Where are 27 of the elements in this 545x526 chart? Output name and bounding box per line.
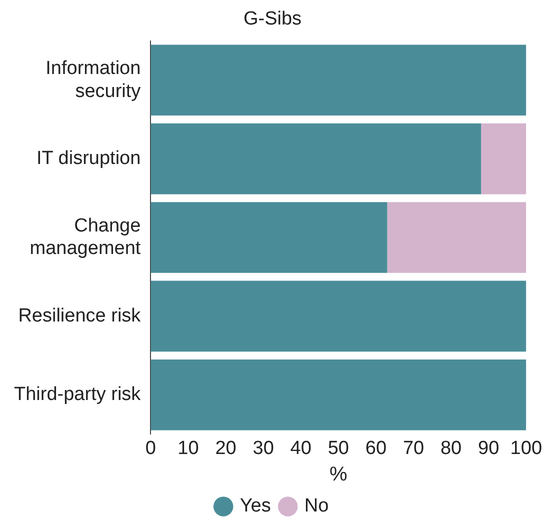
x-tick-label: 60 xyxy=(365,438,387,459)
x-axis-title: % xyxy=(330,464,348,486)
chart-title: G-Sibs xyxy=(243,8,302,30)
x-tick-label: 80 xyxy=(440,438,462,459)
y-tick-label: Third-party risk xyxy=(14,384,142,406)
bar xyxy=(481,123,526,194)
bar xyxy=(150,44,526,116)
legend-label: No xyxy=(304,496,329,517)
bar xyxy=(150,123,482,194)
y-tick-label: IT disruption xyxy=(36,148,141,170)
x-tick-label: 70 xyxy=(402,438,424,459)
bar xyxy=(150,280,526,352)
x-tick-label: 90 xyxy=(478,438,500,459)
x-tick-label: 40 xyxy=(290,438,312,459)
bar xyxy=(150,202,388,273)
y-tick-label: Resilience risk xyxy=(18,305,142,326)
bar xyxy=(150,359,526,430)
x-tick-label: 50 xyxy=(328,438,349,459)
legend-label: Yes xyxy=(240,496,271,517)
x-tick-label: 0 xyxy=(145,438,156,459)
y-tick-label: Information security xyxy=(46,58,142,102)
x-tick-label: 20 xyxy=(215,438,236,459)
bar xyxy=(387,202,526,273)
y-tick-label: Change management xyxy=(30,215,142,260)
x-tick-label: 30 xyxy=(252,438,274,459)
x-tick-label: 10 xyxy=(178,438,199,459)
x-tick-label: 100 xyxy=(510,438,542,459)
